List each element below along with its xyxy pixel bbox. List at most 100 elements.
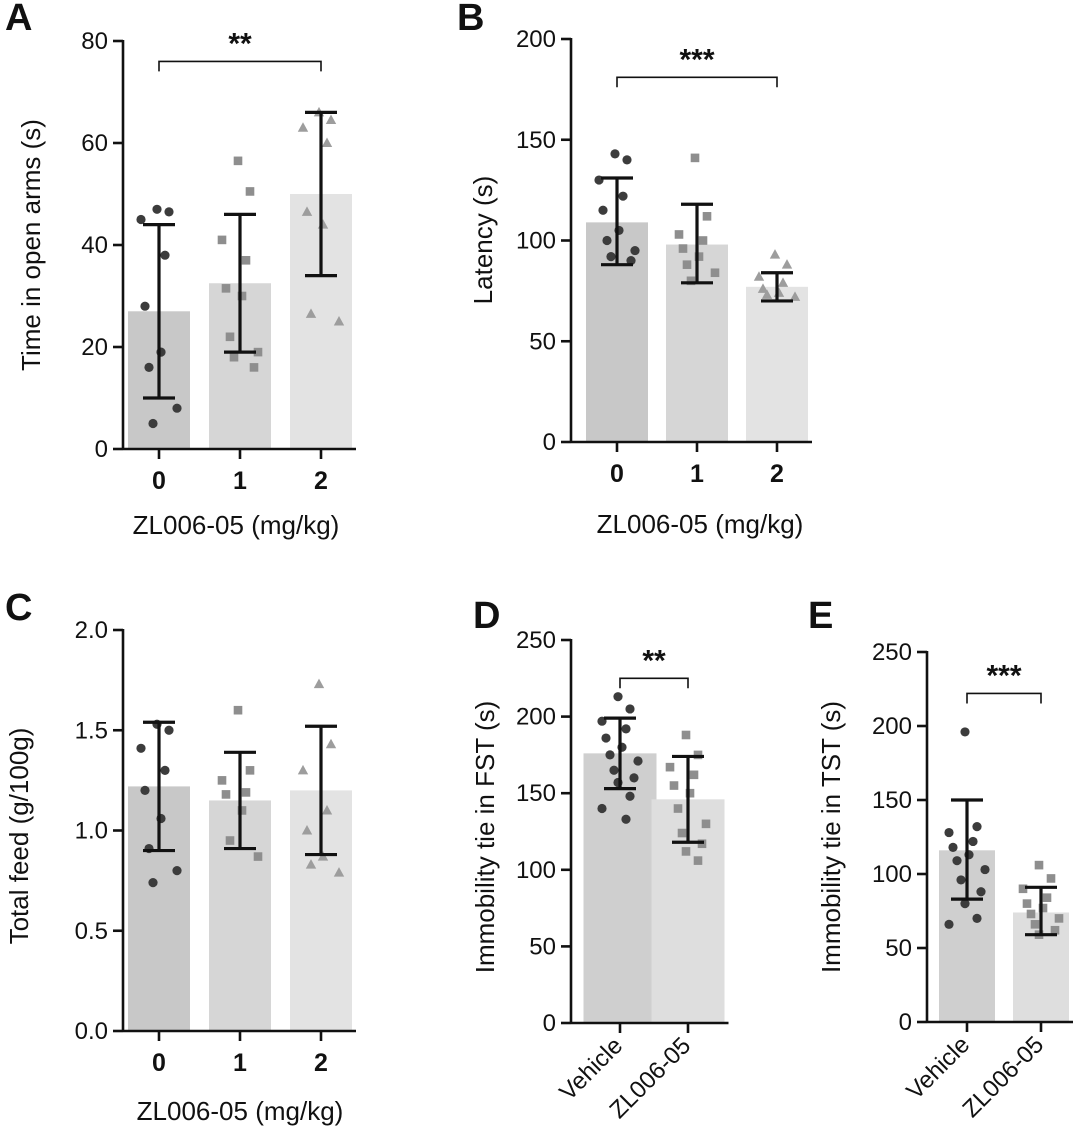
- data-point: [625, 704, 635, 714]
- data-point: [952, 856, 962, 866]
- data-point: [1022, 899, 1032, 908]
- panel-a: A 0 20 40 60 80 0 1 2 Time in open arms (s) ZL006-…: [5, 0, 356, 540]
- y-tick-label: 100: [872, 861, 912, 888]
- data-point: [682, 260, 692, 269]
- data-point: [610, 149, 620, 159]
- y-tick-label: 0: [899, 1009, 912, 1036]
- x-tick-label: 1: [233, 467, 247, 495]
- data-point: [148, 418, 158, 429]
- data-point: [297, 122, 309, 132]
- y-tick-label: 80: [81, 28, 108, 55]
- data-point: [613, 692, 623, 702]
- data-point: [144, 362, 154, 372]
- data-point: [225, 332, 235, 342]
- data-point: [621, 814, 631, 824]
- data-point: [601, 733, 611, 743]
- data-point: [633, 756, 643, 766]
- data-point: [237, 291, 247, 301]
- significance-bracket: [966, 692, 1042, 704]
- x-tick-label: 0: [610, 460, 624, 488]
- data-point: [629, 773, 639, 783]
- data-point: [217, 776, 227, 785]
- data-point: [321, 137, 333, 147]
- x-axis-label: ZL006-05 (mg/kg): [137, 1096, 344, 1126]
- data-point: [233, 705, 243, 715]
- panel-letter-a: A: [5, 0, 32, 39]
- data-point: [685, 788, 695, 798]
- panel-d: D050100150200250VehicleZL006-05Immobilit…: [470, 595, 729, 1124]
- data-point: [693, 856, 703, 865]
- y-tick-label: 2.0: [75, 617, 108, 644]
- data-point: [960, 899, 970, 909]
- data-point: [618, 191, 628, 201]
- data-point: [233, 156, 243, 166]
- y-axis-label: Immobility tie in TST (s): [816, 701, 846, 973]
- bar-vehicle: [583, 753, 657, 1023]
- data-point: [1042, 893, 1052, 902]
- y-tick-label: 250: [872, 639, 912, 666]
- data-point: [606, 252, 616, 262]
- data-point: [245, 766, 255, 775]
- y-tick-label: 200: [516, 26, 556, 53]
- data-point: [972, 913, 982, 924]
- error-bar: [1025, 885, 1057, 937]
- data-point: [217, 235, 227, 245]
- data-point: [1046, 874, 1056, 883]
- data-point: [253, 347, 263, 357]
- data-point: [669, 781, 679, 790]
- data-point: [1018, 884, 1028, 894]
- data-point: [140, 785, 150, 796]
- data-point: [333, 316, 345, 326]
- data-point: [678, 244, 688, 253]
- data-point: [160, 250, 170, 260]
- panel-letter-e: E: [808, 595, 833, 637]
- y-axis-label: Time in open arms (s): [16, 119, 46, 371]
- data-point: [710, 268, 720, 278]
- data-point: [598, 205, 608, 215]
- data-point: [597, 803, 607, 814]
- y-axis-label: Total feed (g/100g): [4, 728, 34, 945]
- data-point: [301, 206, 313, 216]
- data-point: [313, 678, 325, 689]
- y-tick-label: 20: [81, 334, 108, 361]
- data-point: [757, 283, 769, 293]
- data-point: [164, 725, 174, 735]
- data-point: [968, 836, 978, 847]
- y-tick-label: 40: [81, 232, 108, 259]
- x-tick-label: 2: [314, 467, 328, 495]
- data-point: [136, 214, 146, 225]
- x-tick-label: 2: [314, 1049, 328, 1077]
- error-bar: [681, 202, 713, 285]
- significance-bracket: [619, 677, 689, 689]
- y-axis-label: Latency (s): [468, 176, 498, 305]
- data-point: [245, 187, 255, 196]
- y-tick-label: 1.5: [75, 717, 108, 744]
- data-point: [980, 864, 990, 875]
- data-point: [761, 289, 773, 299]
- data-point: [609, 765, 619, 775]
- data-point: [1030, 920, 1040, 929]
- data-point: [630, 245, 640, 256]
- error-bar: [761, 271, 793, 303]
- data-point: [225, 836, 235, 845]
- data-point: [172, 866, 182, 876]
- y-tick-label: 0: [95, 436, 108, 463]
- data-point: [689, 770, 699, 780]
- data-point: [694, 252, 704, 261]
- significance-bracket: [158, 60, 322, 72]
- x-tick-label: ZL006-05: [957, 1031, 1049, 1123]
- data-point: [152, 204, 162, 214]
- bar-2: [746, 286, 808, 442]
- y-tick-label: 100: [516, 228, 556, 255]
- data-point: [148, 878, 158, 888]
- data-point: [1050, 925, 1060, 935]
- y-tick-label: 50: [529, 328, 556, 355]
- y-tick-label: 0.5: [75, 918, 108, 945]
- y-tick-label: 0: [543, 1010, 556, 1037]
- y-tick-label: 150: [516, 780, 556, 807]
- data-point: [1034, 860, 1044, 870]
- data-point: [769, 249, 781, 259]
- x-axis-label: ZL006-05 (mg/kg): [597, 509, 804, 539]
- y-tick-label: 0: [543, 429, 556, 456]
